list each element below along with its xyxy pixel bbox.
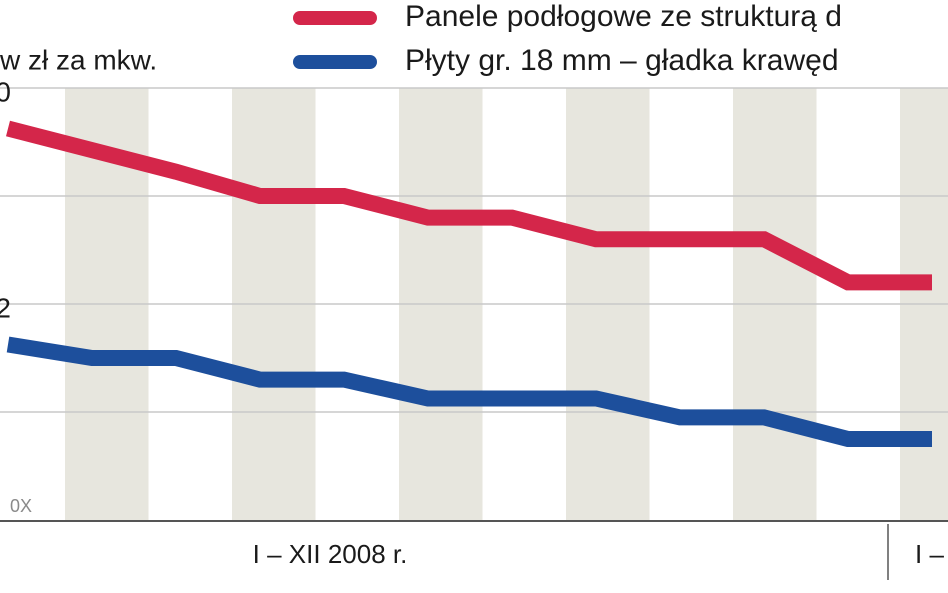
grid: 40 32 — [0, 76, 948, 413]
period-label: I – XII 2008 r. — [253, 539, 408, 569]
y-tick-label: 40 — [0, 76, 11, 107]
source: 0X — [10, 496, 32, 516]
subtitle: w zł za mkw. — [0, 44, 157, 75]
legend-label: Płyty gr. 18 mm – gładka krawęd — [405, 44, 839, 77]
series-line — [6, 336, 932, 447]
y-tick-label: 32 — [0, 292, 11, 323]
legend-label: Panele podłogowe ze strukturą d — [405, 0, 842, 33]
period-label: I – — [915, 539, 944, 569]
series-line — [6, 120, 932, 291]
legend: Panele podłogowe ze strukturą d Płyty gr.… — [293, 0, 842, 77]
plot — [6, 120, 932, 447]
